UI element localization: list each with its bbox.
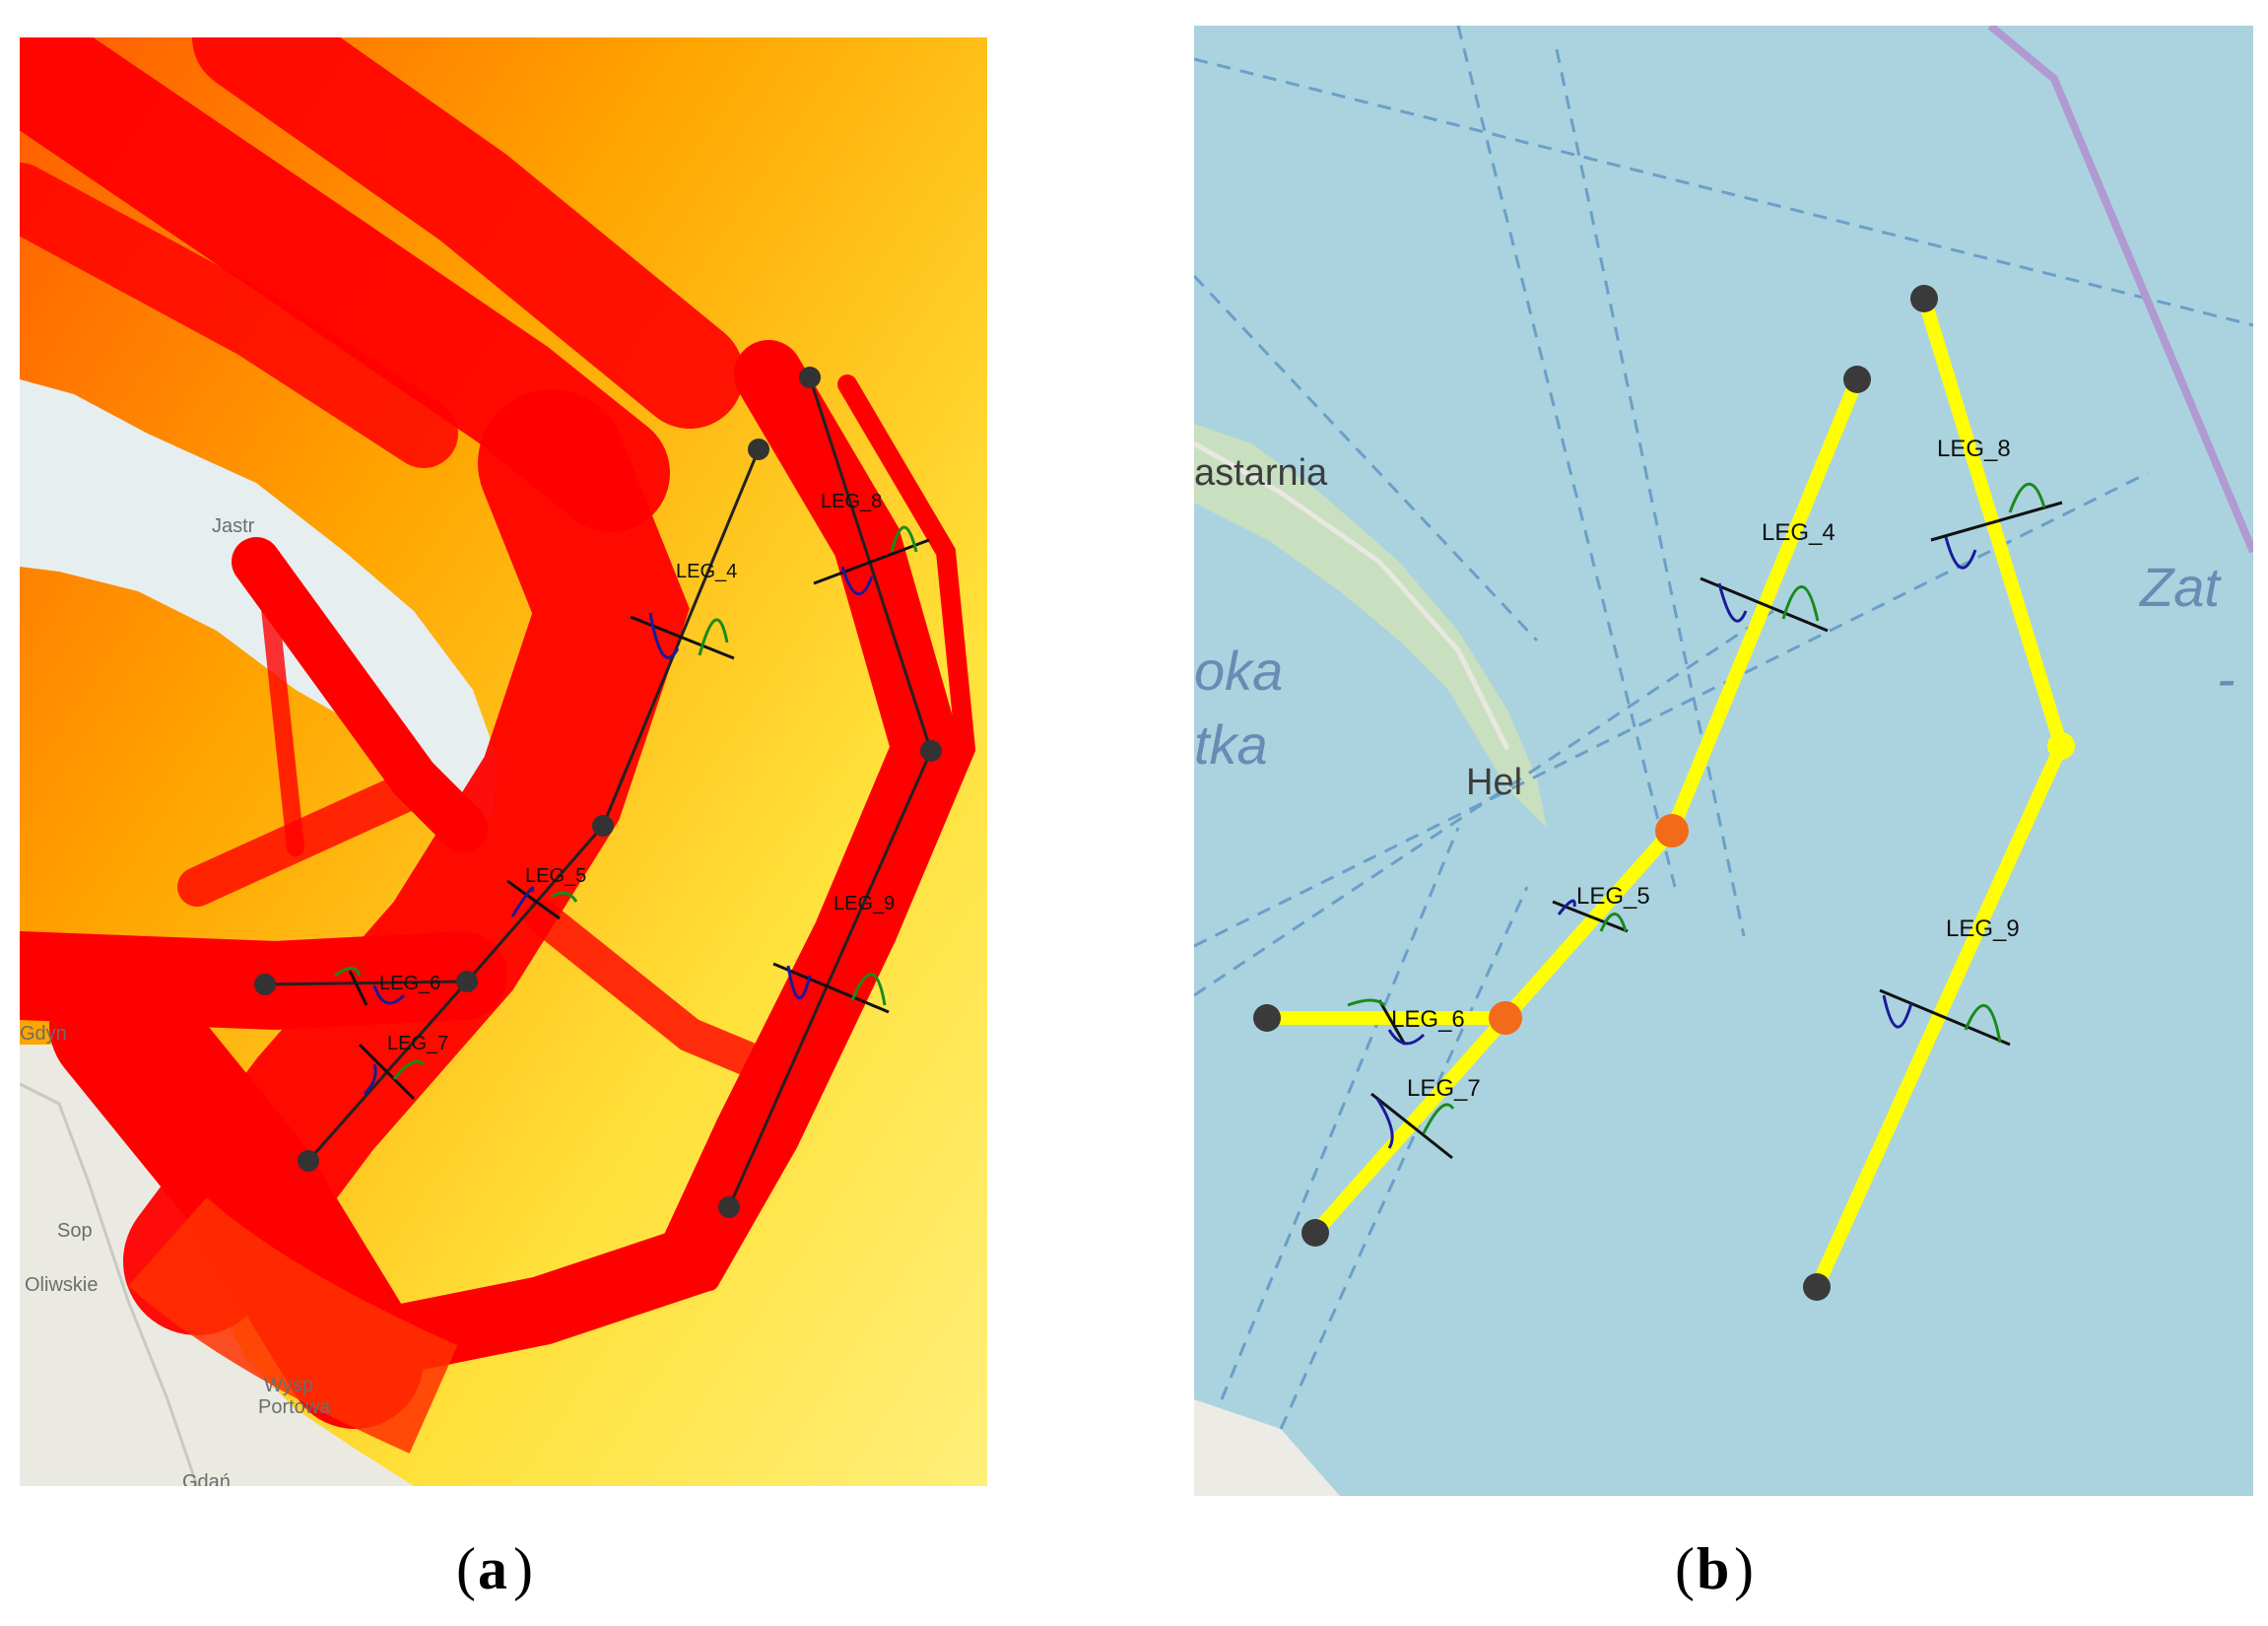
leg9-green-curve-b: [1964, 1004, 2002, 1044]
coast-land: [20, 1045, 414, 1486]
leg7-green-curve-b: [1422, 1103, 1455, 1134]
place-label-hel: Hel: [1466, 762, 1522, 803]
leg7-blue-curve-b: [1375, 1098, 1394, 1149]
place-label-portowa: Portowa: [258, 1396, 331, 1418]
hel-road: [1194, 440, 1510, 751]
waypoint-a-leg8-start: [799, 367, 821, 388]
waypoint-b-leg4-5-junction: [1655, 814, 1689, 847]
waypoints-a: [254, 367, 942, 1218]
leg9-blue-curve-a: [786, 965, 812, 999]
svg-text:(: (: [456, 1536, 476, 1601]
waypoint-a-leg4-5-junction: [592, 815, 614, 837]
coast-road: [20, 1082, 199, 1486]
waypoint-a-leg8-9-junction: [920, 740, 942, 762]
distribution-curves-a: [334, 525, 918, 1096]
italic-label-tka: tka: [1194, 713, 1268, 776]
distribution-curves-b: [1347, 482, 2046, 1149]
leg8-blue-curve-a: [840, 566, 874, 596]
italic-label-zat: Zat: [2138, 556, 2222, 618]
leg7-blue-curve-a: [363, 1063, 377, 1096]
coast-land-b: [1194, 1399, 1340, 1496]
panel-b: astarnia Hel oka tka Zat - LEG_4 LEG_5 L…: [1194, 26, 2253, 1496]
leg5-green-curve-b: [1599, 913, 1628, 932]
waypoint-a-leg5-6-7-junction: [456, 971, 478, 992]
hel-peninsula: [1194, 424, 1547, 828]
waypoint-b-leg9-end: [1803, 1273, 1831, 1301]
leg6-green-curve-b: [1347, 998, 1386, 1007]
maritime-boundaries: [1194, 26, 2253, 1430]
italic-label-dash: -: [2217, 647, 2235, 710]
place-label-oliwskie: Oliwskie: [25, 1274, 98, 1296]
leg8-green-curve-a: [890, 525, 918, 553]
port-approach-density: [128, 1196, 458, 1454]
waypoint-b-leg5-6-7-junction: [1489, 1001, 1522, 1035]
leg8-blue-curve-b: [1944, 536, 1977, 570]
place-label-jastarnia-b: astarnia: [1194, 452, 1328, 494]
caption-a: ( a ): [456, 1536, 533, 1601]
leg4-green-curve-a: [698, 618, 729, 656]
leg-label-a-leg6: LEG_6: [379, 973, 440, 994]
svg-text:(: (: [1675, 1536, 1695, 1601]
leg4-blue-curve-b: [1717, 582, 1748, 623]
sea-background: [1194, 26, 2253, 1496]
leg6-blue-curve-a: [372, 984, 406, 1005]
purple-boundary: [1987, 26, 2253, 554]
leg-label-b-leg5: LEG_5: [1576, 883, 1650, 910]
leg6-green-curve-a: [334, 967, 362, 978]
leg-label-b-leg6: LEG_6: [1391, 1006, 1465, 1033]
leg8-green-curve-b: [2008, 482, 2046, 513]
place-label-wyspa: Wysp: [264, 1375, 313, 1396]
waypoint-a-leg7-end: [298, 1150, 319, 1172]
caption-b-letter: b: [1697, 1536, 1729, 1601]
waypoint-b-leg6-end: [1253, 1004, 1281, 1032]
caption-b: ( b ): [1675, 1536, 1754, 1601]
panel-a: Jastr Gdyn Sop Oliwskie Wysp Portowa Gda…: [20, 37, 987, 1493]
waypoint-a-leg6-end: [254, 974, 276, 995]
svg-text:): ): [1734, 1536, 1754, 1601]
waypoint-a-leg4-start: [748, 439, 769, 460]
waypoint-b-leg7-end: [1301, 1219, 1329, 1247]
italic-label-oka: oka: [1194, 640, 1283, 702]
waypoints-b: [1253, 285, 2075, 1301]
leg-label-a-leg9: LEG_9: [834, 893, 895, 915]
leg-crosslines-a: [348, 538, 930, 1101]
waypoint-b-leg8-9-junction: [2047, 732, 2075, 760]
leg7-green-curve-a: [392, 1059, 426, 1080]
leg9-blue-curve-b: [1882, 994, 1913, 1029]
leg5-blue-curve-a: [510, 886, 535, 917]
place-label-jastarnia: Jastr: [212, 515, 255, 537]
leg4-green-curve-b: [1781, 585, 1820, 622]
leg-label-a-leg8: LEG_8: [821, 491, 882, 512]
place-label-sopot: Sop: [57, 1220, 93, 1242]
leg-label-a-leg4: LEG_4: [676, 561, 737, 582]
waypoint-a-leg9-end: [718, 1196, 740, 1218]
waypoint-b-leg8-start: [1910, 285, 1938, 312]
leg-label-b-leg4: LEG_4: [1762, 519, 1835, 546]
caption-a-letter: a: [478, 1536, 507, 1601]
place-label-gdynia: Gdyn: [20, 1023, 67, 1045]
leg-label-b-leg9: LEG_9: [1946, 915, 2020, 942]
svg-text:): ): [513, 1536, 533, 1601]
leg6-blue-curve-b: [1387, 1029, 1426, 1046]
leg5-blue-curve-b: [1557, 899, 1576, 915]
leg9-green-curve-a: [850, 973, 887, 1006]
waypoint-b-leg4-start: [1843, 366, 1871, 393]
leg-label-b-leg8: LEG_8: [1937, 436, 2011, 462]
place-label-gdansk: Gdań: [182, 1471, 231, 1493]
leg5-green-curve-a: [551, 891, 578, 903]
leg-label-a-leg5: LEG_5: [525, 865, 586, 887]
leg4-blue-curve-a: [648, 612, 680, 659]
leg-label-a-leg7: LEG_7: [387, 1033, 448, 1054]
leg-label-b-leg7: LEG_7: [1407, 1075, 1481, 1102]
